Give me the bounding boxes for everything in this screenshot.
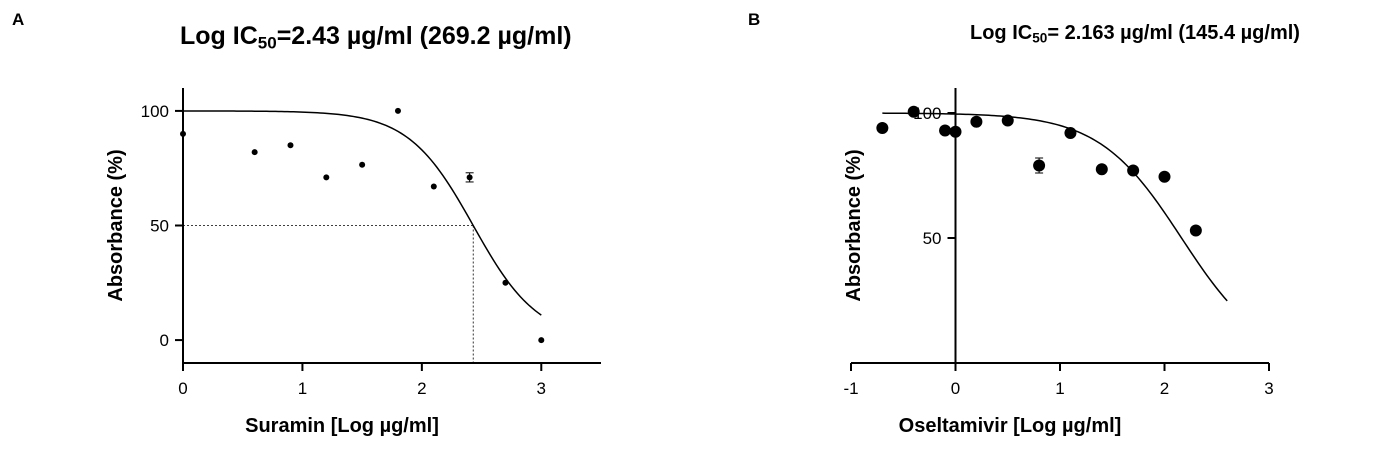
data-point-a [466, 174, 473, 181]
panel-label-a: A [12, 10, 25, 29]
data-point-b [1127, 164, 1140, 177]
data-point-a [394, 107, 401, 114]
chart-title-b: Log IC50= 2.163 µg/ml (145.4 µg/ml) [970, 22, 1300, 46]
fit-curve-b [882, 112, 1228, 302]
data-point-b [907, 105, 920, 118]
chart-title-a: Log IC50=2.43 µg/ml (269.2 µg/ml) [180, 22, 572, 53]
data-point-a [502, 279, 509, 286]
y-tick-label-a: 50 [150, 217, 169, 236]
data-point-b [1001, 114, 1014, 127]
x-tick-label-a: 1 [298, 379, 307, 398]
y-tick-label-a: 0 [160, 331, 169, 350]
x-tick-label-a: 2 [417, 379, 426, 398]
fit-curve-a [183, 110, 542, 316]
x-tick-label-a: 3 [537, 379, 546, 398]
data-point-a [323, 174, 330, 181]
data-point-b [1033, 159, 1046, 172]
data-point-a [180, 130, 186, 137]
y-tick-label-b: 50 [923, 229, 942, 248]
data-point-a [251, 149, 258, 156]
data-point-b [939, 124, 952, 137]
data-point-a [287, 142, 294, 149]
x-axis-label-a: Suramin [Log µg/ml] [245, 415, 439, 437]
y-tick-label-a: 100 [141, 102, 169, 121]
y-axis-label-b: Absorbance (%) [843, 149, 865, 301]
data-point-a [538, 337, 545, 344]
y-axis-label-a: Absorbance (%) [105, 149, 127, 301]
data-point-b [1095, 163, 1108, 176]
x-tick-label-a: 0 [178, 379, 187, 398]
data-point-b [949, 125, 962, 138]
data-point-a [359, 161, 366, 168]
x-tick-label-b: 1 [1055, 379, 1064, 398]
data-point-b [1158, 170, 1171, 183]
data-point-b [876, 122, 889, 134]
data-point-b [1064, 127, 1077, 139]
data-point-a [430, 183, 437, 190]
x-axis-label-b: Oseltamivir [Log µg/ml] [899, 415, 1122, 437]
x-tick-label-b: 3 [1264, 379, 1273, 398]
x-tick-label-b: 2 [1160, 379, 1169, 398]
chart-panel-a: 0 1 2 3 0 50 100 Suramin [Log µg/ml] Absorbanc… [105, 88, 601, 437]
data-point-b [1189, 224, 1202, 237]
panel-label-b: B [748, 10, 761, 29]
data-point-b [970, 115, 983, 128]
x-tick-label-b: -1 [843, 379, 858, 398]
x-tick-label-b: 0 [951, 379, 960, 398]
